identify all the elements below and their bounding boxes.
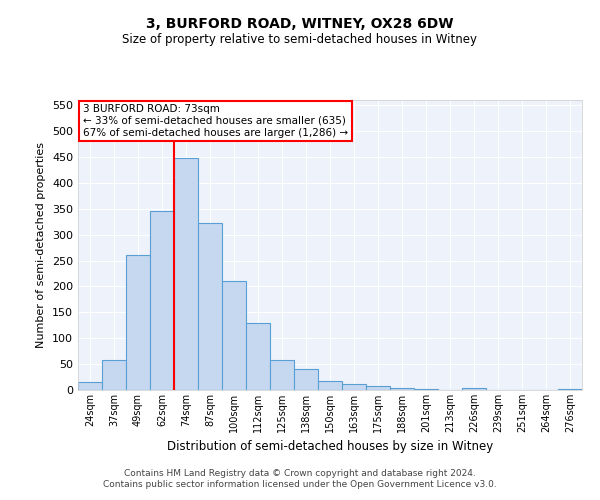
Bar (198, 223, 222, 390)
Text: 3, BURFORD ROAD, WITNEY, OX28 6DW: 3, BURFORD ROAD, WITNEY, OX28 6DW (146, 18, 454, 32)
Bar (126, 256, 150, 390)
Bar (342, 384, 366, 390)
Bar (270, 360, 294, 390)
Text: 3 BURFORD ROAD: 73sqm
← 33% of semi-detached houses are smaller (635)
67% of sem: 3 BURFORD ROAD: 73sqm ← 33% of semi-deta… (83, 104, 348, 138)
Bar (462, 388, 486, 390)
Text: Contains public sector information licensed under the Open Government Licence v3: Contains public sector information licen… (103, 480, 497, 489)
Text: Size of property relative to semi-detached houses in Witney: Size of property relative to semi-detach… (122, 32, 478, 46)
Bar (150, 212, 174, 390)
Bar (318, 381, 342, 390)
Text: Contains HM Land Registry data © Crown copyright and database right 2024.: Contains HM Land Registry data © Crown c… (124, 468, 476, 477)
Bar (390, 388, 414, 390)
Bar (294, 370, 318, 390)
Bar (222, 281, 246, 390)
Bar (366, 386, 390, 390)
Bar (174, 158, 198, 390)
Bar (102, 360, 126, 390)
Bar (78, 382, 102, 390)
X-axis label: Distribution of semi-detached houses by size in Witney: Distribution of semi-detached houses by … (167, 440, 493, 454)
Bar (558, 389, 582, 390)
Y-axis label: Number of semi-detached properties: Number of semi-detached properties (37, 142, 46, 348)
Bar (246, 322, 270, 390)
